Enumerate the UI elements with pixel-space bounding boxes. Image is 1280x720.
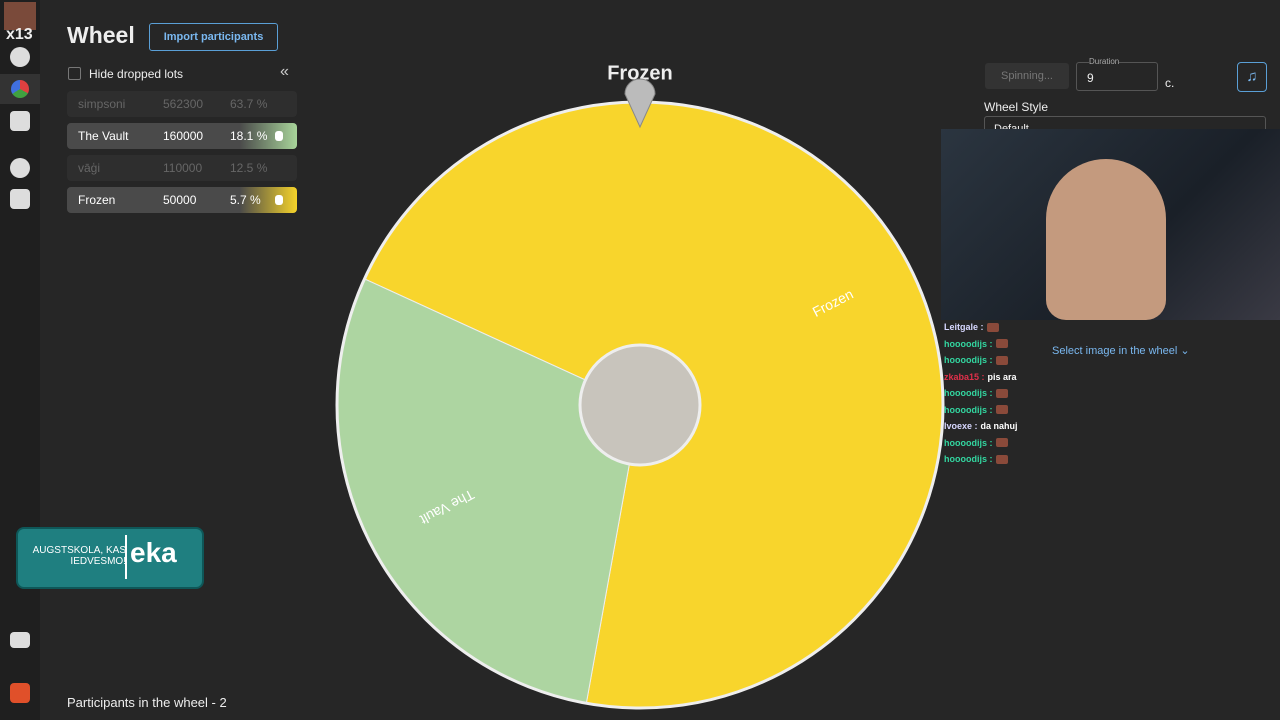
lot-icon [275,195,283,205]
lot-amount: 50000 [163,193,197,207]
image-select-text: Select image in the wheel [1052,345,1178,357]
lot-percent: 12.5 % [230,161,268,175]
lot-amount: 110000 [163,161,203,175]
chat-message: hoooodijs : [944,451,1204,468]
chat-user: hoooodijs : [944,355,993,366]
chat-text: pis ara [987,371,1017,382]
chat-user: zkaba15 : [944,371,985,382]
chat-user: hoooodijs : [944,437,993,448]
badge: x13 [6,26,33,43]
emote [986,322,999,332]
layers-icon[interactable] [10,111,30,131]
duration-label: Duration [1089,57,1120,66]
chat-message: Leitgale : [944,319,1204,336]
hide-label: Hide dropped lots [89,67,184,81]
wheel-icon[interactable] [11,80,29,98]
divider [125,535,127,579]
lot-amount: 562300 [163,97,204,111]
chat-text: da nahuj [980,421,1018,432]
help-icon[interactable] [10,158,30,178]
ad-text: AUGSTSKOLA, KAS IEDVESMO! [32,545,126,567]
lot-name: simpsoni [78,97,126,111]
checkbox[interactable] [68,67,81,80]
telegram-icon[interactable] [10,632,30,648]
lot-row: Frozen 50000 5.7 % [67,187,297,213]
spin-button[interactable]: Spinning... [985,63,1069,89]
lot-name: The Vault [78,129,129,143]
ad-banner: AUGSTSKOLA, KAS IEDVESMO! eka [16,527,204,589]
chat-user: Leitgale : [944,322,984,333]
lot-row: The Vault 160000 18.1 % [67,123,297,149]
emote [995,438,1008,448]
collapse-icon[interactable]: « [280,63,289,80]
duration-value: 9 [1087,71,1094,85]
chat-message: hoooodijs : [944,435,1204,452]
settings-icon[interactable] [10,47,30,67]
emote [995,454,1008,464]
pointer [624,78,656,129]
ad-brand: eka [130,537,177,568]
chat: Leitgale : hoooodijs : hoooodijs : zkaba15 … [944,319,1204,468]
emote [995,339,1008,349]
chat-message: zkaba15 : pis ara [944,369,1204,386]
title: Wheel [67,22,135,48]
shield-icon[interactable] [10,189,30,209]
chat-user: hoooodijs : [944,338,993,349]
winner: Frozen [607,62,673,84]
duration-unit: c. [1165,76,1175,90]
chat-user: hoooodijs : [944,388,993,399]
avatar [4,2,36,30]
chat-message: hoooodijs : [944,336,1204,353]
center-image [578,343,702,467]
import-button[interactable]: Import participants [149,23,278,51]
chat-message: hoooodijs : [944,402,1204,419]
duration-input[interactable]: Duration 9 [1076,57,1158,91]
lot-amount: 160000 [163,129,204,143]
streamer [1046,159,1166,320]
chat-user: hoooodijs : [944,454,993,465]
image-select[interactable]: Select image in the wheel ⌄ [1052,345,1190,357]
chat-user: lvoexe : [944,421,978,432]
sidebar: x13 [0,0,40,720]
chat-message: lvoexe : da nahuj [944,418,1204,435]
emote [995,355,1008,365]
lot-percent: 63.7 % [230,97,268,111]
lot-row: vāģi 110000 12.5 % [67,155,297,181]
lot-percent: 5.7 % [230,193,261,207]
chat-message: hoooodijs : [944,385,1204,402]
emote [995,388,1008,398]
music-button[interactable]: ♫ [1237,62,1267,92]
chat-message: hoooodijs : [944,352,1204,369]
participants-count: Participants in the wheel - 2 [67,695,227,710]
lot-name: Frozen [78,193,116,207]
lot-name: vāģi [78,161,101,175]
webcam [941,129,1280,320]
lot-row: simpsoni 562300 63.7 % [67,91,297,117]
emote [995,405,1008,415]
brand-icon[interactable] [10,683,30,703]
lot-percent: 18.1 % [230,129,268,143]
chat-user: hoooodijs : [944,404,993,415]
lot-icon [275,131,283,141]
wheel-style-label: Wheel Style [984,100,1049,114]
